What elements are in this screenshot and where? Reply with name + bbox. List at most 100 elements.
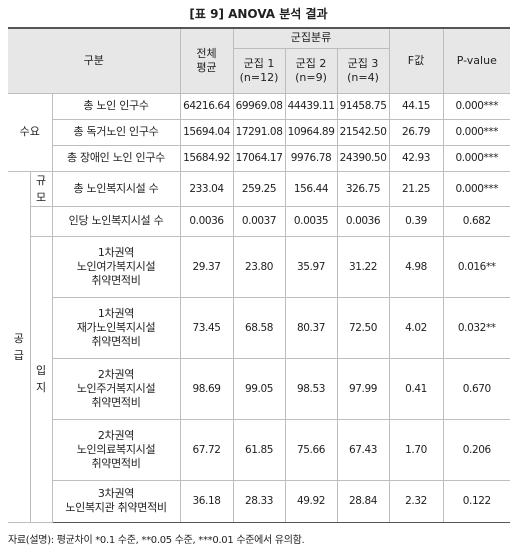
group-scale: 규 모 xyxy=(29,170,53,207)
cell-p-value: 0.206 xyxy=(442,418,511,481)
cell-cluster-2: 80.37 xyxy=(284,296,338,359)
cluster-3-n: (n=4) xyxy=(347,70,379,84)
table-row: 총 장애인 노인 인구수 15684.92 17064.17 9976.78 2… xyxy=(8,144,511,172)
supply-char-2: 급 xyxy=(13,348,24,362)
cell-cluster-2: 75.66 xyxy=(284,418,338,481)
header-cluster-1: 군집 1 (n=12) xyxy=(233,47,286,94)
row-label: 총 노인 인구수 xyxy=(51,92,181,120)
cell-overall: 64216.64 xyxy=(179,92,234,120)
header-p-value: P-value xyxy=(442,27,511,94)
row-label: 1차권역 노인여가복지시설 취약면적비 xyxy=(51,235,181,298)
cell-cluster-3: 21542.50 xyxy=(336,118,390,146)
cell-p-value: 0.016** xyxy=(442,235,511,298)
group-supply: 공 급 xyxy=(8,170,31,523)
cell-cluster-3: 326.75 xyxy=(336,170,390,207)
cluster-1-n: (n=12) xyxy=(239,70,279,84)
cell-f-value: 42.93 xyxy=(388,144,444,172)
row-label: 2차권역 노인의료복지시설 취약면적비 xyxy=(52,418,181,481)
cell-f-value: 26.79 xyxy=(388,118,444,146)
cell-cluster-3: 31.22 xyxy=(336,235,390,298)
header-overall-line-1: 전체 xyxy=(196,46,217,60)
cell-overall: 15684.92 xyxy=(179,144,234,172)
row-label: 총 독거노인 인구수 xyxy=(52,118,181,146)
cluster-2-name: 군집 2 xyxy=(295,56,327,70)
group-demand: 수요 xyxy=(8,92,53,172)
cell-cluster-1: 99.05 xyxy=(232,357,286,420)
row-label: 2차권역 노인주거복지시설 취약면적비 xyxy=(52,357,181,420)
header-gubun: 구분 xyxy=(8,27,181,94)
row-label-line: 노인주거복지시설 xyxy=(76,381,156,395)
cell-overall: 15694.04 xyxy=(179,118,234,146)
header-overall-mean: 전체 평균 xyxy=(179,27,234,94)
table-title: [표 9] ANOVA 분석 결과 xyxy=(189,7,328,21)
table-row: 입 지 1차권역 노인여가복지시설 취약면적비 29.37 23.80 35.9… xyxy=(8,235,511,523)
scale-blank xyxy=(30,205,53,237)
cell-cluster-2: 0.0035 xyxy=(284,205,338,237)
header-cluster-3: 군집 3 (n=4) xyxy=(336,47,390,94)
row-label-line: 취약면적비 xyxy=(91,273,141,287)
table-footnote: 자료(설명): 평균차이 *0.1 수준, **0.05 수준, ***0.01… xyxy=(8,535,305,546)
row-label: 1차권역 재가노인복지시설 취약면적비 xyxy=(52,296,181,359)
row-label-line: 재가노인복지시설 xyxy=(76,320,156,334)
header-row-1: 구분 전체 평균 군집분류 F값 P-value xyxy=(8,27,511,94)
row-label-line: 노인의료복지시설 xyxy=(76,442,156,456)
cluster-2-n: (n=9) xyxy=(295,70,327,84)
header-cluster-group: 군집분류 xyxy=(232,27,390,49)
table-row: 2차권역 노인의료복지시설 취약면적비 67.72 61.85 75.66 67… xyxy=(8,418,511,481)
row-label-line: 취약면적비 xyxy=(91,395,141,409)
cell-cluster-3: 0.0036 xyxy=(336,205,390,237)
row-label: 3차권역 노인복지관 취약면적비 xyxy=(52,479,181,523)
cell-cluster-3: 67.43 xyxy=(336,418,390,481)
anova-table: 구분 전체 평균 군집분류 F값 P-value 군집 1 (n=12) 군집 … xyxy=(8,27,511,523)
cell-overall: 98.69 xyxy=(179,357,234,420)
row-label-line: 2차권역 xyxy=(97,367,135,381)
cell-overall: 233.04 xyxy=(179,170,234,207)
cell-cluster-1: 69969.08 xyxy=(232,92,286,120)
location-char-1: 입 xyxy=(35,364,47,377)
table-row: 인당 노인복지시설 수 0.0036 0.0037 0.0035 0.0036 … xyxy=(8,205,511,237)
group-location: 입 지 xyxy=(30,235,53,523)
cell-cluster-3: 91458.75 xyxy=(336,92,390,120)
cell-f-value: 4.98 xyxy=(388,235,444,298)
cell-cluster-3: 24390.50 xyxy=(336,144,390,172)
cell-p-value: 0.000*** xyxy=(442,170,511,207)
cell-p-value: 0.670 xyxy=(442,357,511,420)
table-row: 수요 총 노인 인구수 64216.64 69969.08 44439.11 9… xyxy=(8,92,511,172)
cell-overall: 29.37 xyxy=(179,235,234,298)
location-char-2: 지 xyxy=(35,381,47,394)
cell-cluster-1: 17291.08 xyxy=(232,118,286,146)
cell-cluster-2: 49.92 xyxy=(284,479,338,523)
row-label-line: 취약면적비 xyxy=(91,456,141,470)
row-label-line: 2차권역 xyxy=(97,428,135,442)
cell-p-value: 0.000*** xyxy=(442,92,511,120)
scale-char-2: 모 xyxy=(35,190,47,204)
cell-cluster-1: 259.25 xyxy=(232,170,286,207)
header-row-2: 군집 1 (n=12) 군집 2 (n=9) 군집 3 (n=4) xyxy=(8,47,510,94)
cell-f-value: 4.02 xyxy=(388,296,444,359)
cell-cluster-1: 61.85 xyxy=(232,418,286,481)
cell-overall: 36.18 xyxy=(179,479,234,523)
row-label-line: 1차권역 xyxy=(97,306,135,320)
cell-cluster-3: 28.84 xyxy=(336,479,390,523)
header-overall-line-2: 평균 xyxy=(196,60,217,74)
row-label-line: 3차권역 xyxy=(97,487,135,500)
cell-cluster-3: 72.50 xyxy=(336,296,390,359)
row-label-line: 취약면적비 xyxy=(91,334,141,348)
cell-overall: 73.45 xyxy=(179,296,234,359)
cell-p-value: 0.000*** xyxy=(442,118,511,146)
cell-cluster-2: 98.53 xyxy=(284,357,338,420)
cell-cluster-1: 28.33 xyxy=(232,479,286,523)
cell-cluster-2: 10964.89 xyxy=(284,118,338,146)
cell-p-value: 0.000*** xyxy=(442,144,511,172)
cell-overall: 0.0036 xyxy=(179,205,234,237)
supply-char-1: 공 xyxy=(13,331,24,345)
table-row: 3차권역 노인복지관 취약면적비 36.18 28.33 49.92 28.84… xyxy=(8,479,511,523)
cluster-1-name: 군집 1 xyxy=(243,56,275,70)
row-label-line: 1차권역 xyxy=(97,245,135,259)
cell-cluster-1: 0.0037 xyxy=(232,205,286,237)
cell-cluster-2: 44439.11 xyxy=(284,92,338,120)
cluster-3-name: 군집 3 xyxy=(347,56,379,70)
cell-p-value: 0.122 xyxy=(442,479,511,523)
cell-p-value: 0.682 xyxy=(442,205,511,237)
table-row: 1차권역 재가노인복지시설 취약면적비 73.45 68.58 80.37 72… xyxy=(8,296,511,359)
